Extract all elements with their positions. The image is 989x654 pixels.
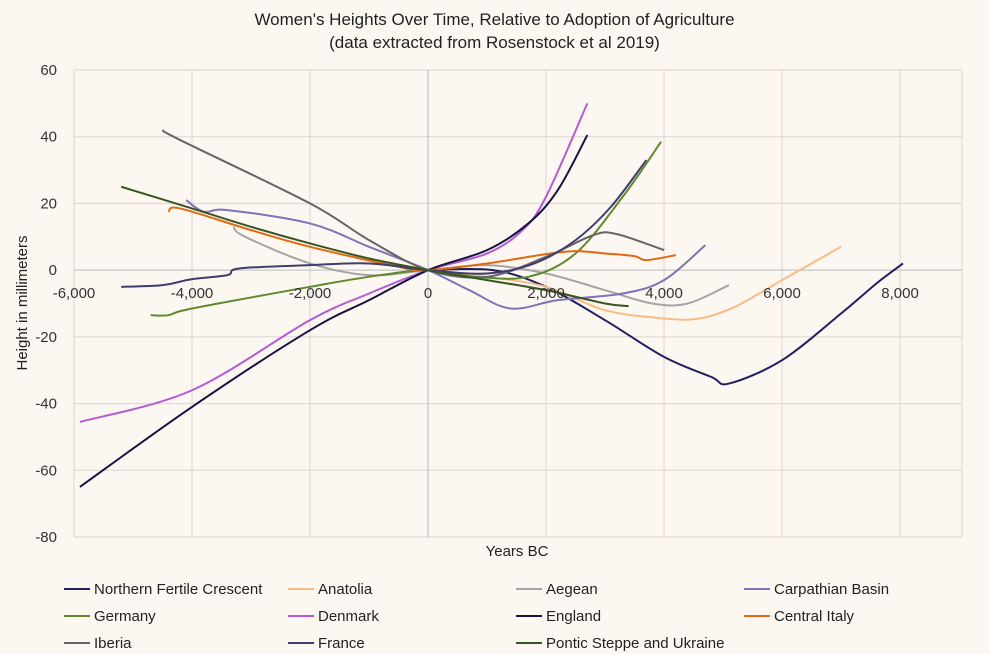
- axes: [74, 70, 962, 537]
- series-line-northern-fertile-crescent: [428, 262, 904, 386]
- y-tick-label: -20: [35, 329, 57, 346]
- legend-item-anatolia: Anatolia: [288, 578, 516, 600]
- legend-swatch: [516, 642, 542, 644]
- legend-swatch: [64, 615, 90, 617]
- legend-label: Aegean: [546, 580, 598, 598]
- series-line-england: [79, 134, 589, 488]
- legend-label: Northern Fertile Crescent: [94, 580, 263, 598]
- series-line-aegean: [232, 226, 730, 307]
- x-tick-label: 8,000: [881, 285, 919, 302]
- x-tick-label: -2,000: [289, 285, 332, 302]
- legend-label: France: [318, 634, 365, 652]
- chart-title-main: Women's Heights Over Time, Relative to A…: [254, 10, 735, 29]
- legend-label: Germany: [94, 607, 156, 625]
- y-axis-label: Height in millimeters: [14, 235, 31, 370]
- legend-swatch: [516, 615, 542, 617]
- legend-item-england: England: [516, 605, 744, 627]
- series-line-central-italy: [167, 206, 677, 272]
- y-tick-label: 20: [40, 195, 57, 212]
- x-tick-label: 2,000: [527, 285, 565, 302]
- chart-subtitle: (data extracted from Rosenstock et al 20…: [329, 33, 660, 52]
- series-lines: [79, 102, 904, 488]
- x-tick-label: 0: [424, 285, 432, 302]
- legend-label: Anatolia: [318, 580, 373, 598]
- legend-swatch: [64, 642, 90, 644]
- legend-swatch: [288, 588, 314, 590]
- legend-swatch: [516, 588, 542, 590]
- x-tick-label: 4,000: [645, 285, 683, 302]
- tick-labels: -80 -60 -40 -20 0 20 40 60 -6,000 -4,000 -2,000 0 2,…: [35, 62, 919, 546]
- x-tick-label: -4,000: [171, 285, 214, 302]
- legend-item-central-italy: Central Italy: [744, 605, 984, 627]
- legend-item-northern-fertile-crescent: Northern Fertile Crescent: [64, 578, 288, 600]
- legend-item-germany: Germany: [64, 605, 288, 627]
- legend-item-france: France: [288, 632, 516, 654]
- legend: Northern Fertile Crescent Anatolia Aegean C…: [64, 578, 984, 654]
- x-tick-label: 6,000: [763, 285, 801, 302]
- legend-item-denmark: Denmark: [288, 605, 516, 627]
- y-tick-label: 60: [40, 62, 57, 79]
- legend-item-carpathian-basin: Carpathian Basin: [744, 578, 984, 600]
- y-tick-label: -40: [35, 396, 57, 413]
- legend-label: Denmark: [318, 607, 379, 625]
- gridlines: [73, 69, 963, 538]
- legend-item-pontic-steppe-and-ukraine: Pontic Steppe and Ukraine: [516, 632, 744, 654]
- y-tick-label: 0: [49, 262, 57, 279]
- legend-swatch: [64, 588, 90, 590]
- legend-swatch: [288, 615, 314, 617]
- legend-label: Carpathian Basin: [774, 580, 890, 598]
- y-tick-label: 40: [40, 129, 57, 146]
- series-line-france: [121, 159, 648, 288]
- legend-label: England: [546, 607, 602, 625]
- legend-label: Iberia: [94, 634, 132, 652]
- chart-title: Women's Heights Over Time, Relative to A…: [0, 8, 989, 54]
- y-tick-label: -60: [35, 462, 57, 479]
- series-line-denmark: [79, 102, 589, 423]
- series-line-germany: [150, 141, 662, 317]
- legend-label: Central Italy: [774, 607, 855, 625]
- series-line-anatolia: [427, 245, 842, 321]
- legend-item-aegean: Aegean: [516, 578, 744, 600]
- x-axis-label: Years BC: [486, 543, 549, 560]
- legend-swatch: [744, 615, 770, 617]
- legend-item-iberia: Iberia: [64, 632, 288, 654]
- y-tick-label: -80: [35, 529, 57, 546]
- series-line-carpathian-basin: [185, 199, 706, 310]
- legend-label: Pontic Steppe and Ukraine: [546, 634, 725, 652]
- legend-swatch: [288, 642, 314, 644]
- series-line-pontic-steppe-and-ukraine: [120, 185, 629, 308]
- legend-swatch: [744, 588, 770, 590]
- x-tick-label: -6,000: [53, 285, 96, 302]
